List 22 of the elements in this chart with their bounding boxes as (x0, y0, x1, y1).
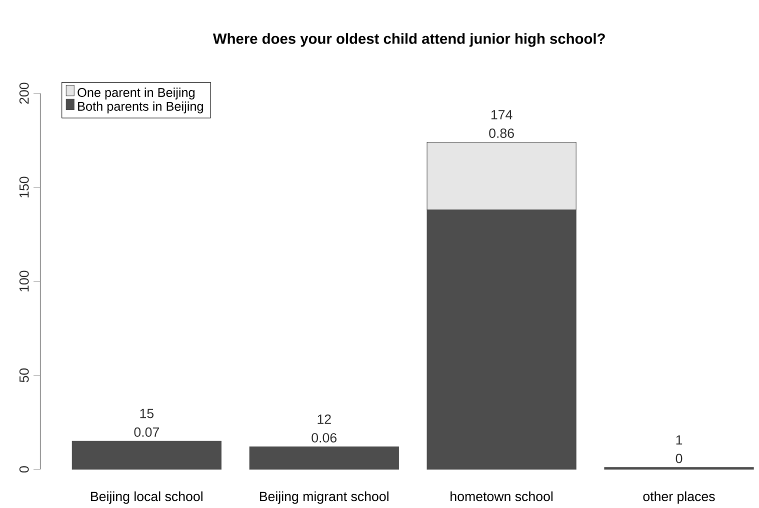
chart-title: Where does your oldest child attend junior high school? (212, 33, 605, 47)
annotation: 0.86 (489, 128, 514, 138)
x-tick-label: Beijing local school (91, 491, 202, 504)
y-tick-label: 200 (19, 82, 29, 104)
y-tick-label: 50 (19, 368, 29, 382)
total-label: 1 (676, 435, 682, 445)
x-tick-label: Beijing migrant school (260, 491, 388, 504)
legend-label: One parent in Beijing (78, 88, 195, 100)
bar (72, 440, 222, 470)
annotation: 0.06 (312, 433, 337, 442)
legend-label: Both parents in Beijing (78, 102, 203, 114)
annotation: 0.07 (134, 427, 159, 437)
y-tick-label: 0 (19, 466, 29, 473)
total-label: 12 (318, 414, 331, 424)
total-label: 174 (491, 110, 512, 120)
y-tick-label: 100 (19, 270, 29, 292)
x-tick-label: other places (643, 491, 715, 504)
total-label: 15 (140, 408, 154, 418)
y-tick-label: 150 (19, 176, 29, 198)
bar (249, 446, 399, 470)
annotation: 0 (676, 454, 682, 464)
x-tick-label: hometown school (450, 491, 553, 502)
